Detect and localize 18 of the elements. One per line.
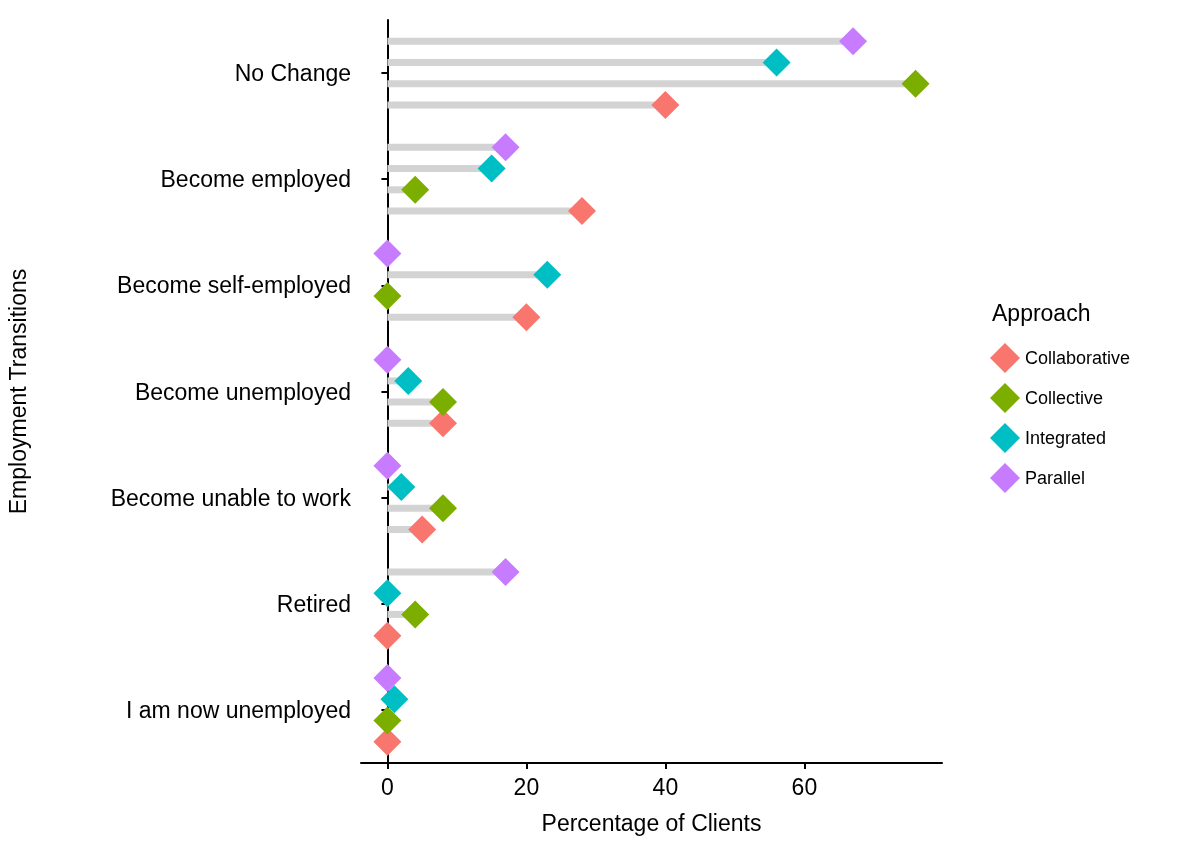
x-tick-label: 0: [381, 773, 394, 800]
y-tick-label: Become self-employed: [117, 272, 351, 299]
y-tick-label: Retired: [276, 590, 351, 617]
y-tick-label: Become unemployed: [134, 378, 351, 405]
y-tick-label: No Change: [234, 60, 351, 87]
legend-label: Parallel: [1025, 468, 1086, 488]
y-tick-label: Become unable to work: [110, 484, 352, 511]
x-axis-title: Percentage of Clients: [541, 809, 762, 836]
x-tick-label: 60: [791, 773, 818, 800]
x-tick-label: 40: [652, 773, 679, 800]
y-tick-label: Become employed: [160, 166, 351, 193]
y-axis-title: Employment Transitions: [4, 268, 31, 515]
legend-label: Integrated: [1025, 428, 1107, 448]
y-tick-label: I am now unemployed: [125, 696, 351, 723]
x-tick-label: 20: [513, 773, 540, 800]
legend-label: Collective: [1025, 388, 1104, 408]
legend-title: Approach: [992, 299, 1091, 326]
legend-label: Collaborative: [1025, 348, 1131, 368]
